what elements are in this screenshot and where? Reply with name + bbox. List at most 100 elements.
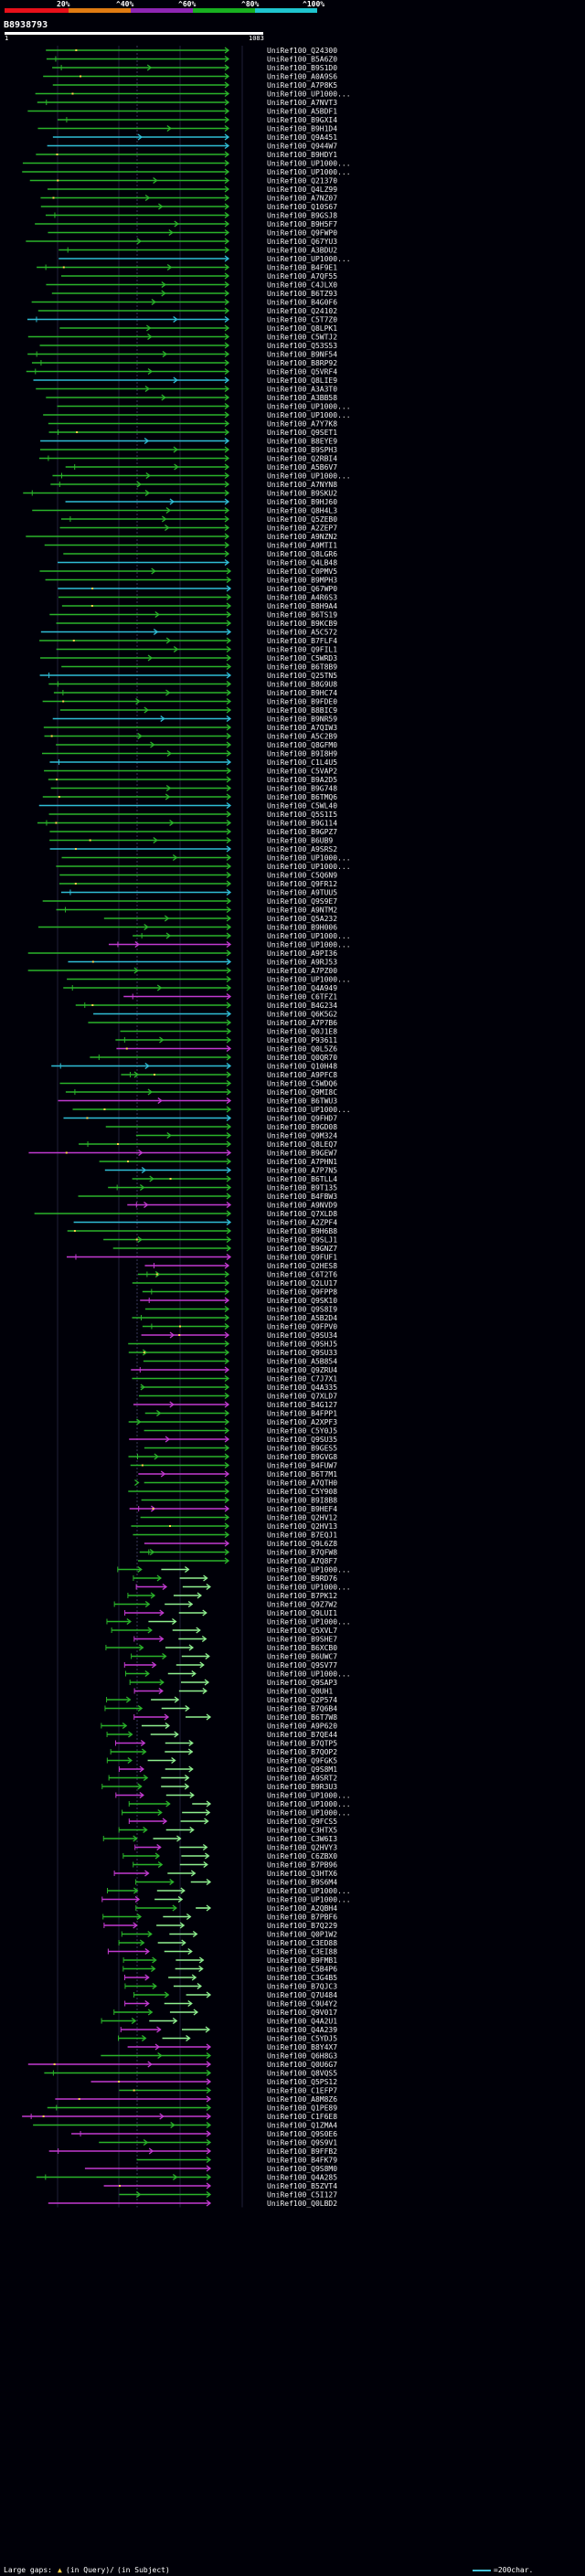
hit-name[interactable]: UniRef100_UP1000... xyxy=(267,1106,351,1114)
hit-name[interactable]: UniRef100_B9H006 xyxy=(267,924,337,932)
hit-name[interactable]: UniRef100_B4FUW7 xyxy=(267,1462,337,1470)
hit-name[interactable]: UniRef100_B7PB96 xyxy=(267,1861,337,1870)
hit-name[interactable]: UniRef100_A5C2B9 xyxy=(267,733,337,741)
hit-name[interactable]: UniRef100_B6TS19 xyxy=(267,611,337,620)
hit-name[interactable]: UniRef100_Q7XLD8 xyxy=(267,1210,337,1218)
hit-name[interactable]: UniRef100_C3ED88 xyxy=(267,1939,337,1947)
hit-name[interactable]: UniRef100_UP1000... xyxy=(267,90,351,99)
hit-name[interactable]: UniRef100_A2ZPF4 xyxy=(267,1219,337,1227)
hit-name[interactable]: UniRef100_Q9FWP0 xyxy=(267,229,337,238)
hit-name[interactable]: UniRef100_Q4A949 xyxy=(267,984,337,992)
hit-name[interactable]: UniRef100_B4G234 xyxy=(267,1002,337,1010)
hit-name[interactable]: UniRef100_C6TFZ1 xyxy=(267,993,337,1002)
hit-name[interactable]: UniRef100_Q9FGK5 xyxy=(267,1757,337,1765)
hit-name[interactable]: UniRef100_B4G0F6 xyxy=(267,299,337,307)
hit-name[interactable]: UniRef100_B4G127 xyxy=(267,1401,337,1409)
hit-name[interactable]: UniRef100_Q9FUF1 xyxy=(267,1254,337,1262)
hit-name[interactable]: UniRef100_Q0L5Z6 xyxy=(267,1045,337,1054)
hit-name[interactable]: UniRef100_A9P620 xyxy=(267,1723,337,1731)
hit-name[interactable]: UniRef100_Q6H8G3 xyxy=(267,2052,337,2061)
hit-name[interactable]: UniRef100_Q9MI8C xyxy=(267,1088,337,1097)
hit-name[interactable]: UniRef100_A2ZEP7 xyxy=(267,525,337,533)
hit-name[interactable]: UniRef100_Q9SU34 xyxy=(267,1331,337,1340)
hit-name[interactable]: UniRef100_Q5S1I5 xyxy=(267,811,337,819)
hit-name[interactable]: UniRef100_Q2HES8 xyxy=(267,1262,337,1270)
hit-name[interactable]: UniRef100_B9S1D0 xyxy=(267,64,337,72)
hit-name[interactable]: UniRef100_B9NR59 xyxy=(267,716,337,724)
hit-name[interactable]: UniRef100_Q9S8I9 xyxy=(267,1306,337,1314)
hit-name[interactable]: UniRef100_UP1000... xyxy=(267,1566,351,1574)
hit-name[interactable]: UniRef100_C6ZBX0 xyxy=(267,1852,337,1860)
hit-name[interactable]: UniRef100_Q9S8M0 xyxy=(267,2165,337,2173)
hit-name[interactable]: UniRef100_A5B2D4 xyxy=(267,1314,337,1322)
hit-name[interactable]: UniRef100_A7P8K5 xyxy=(267,81,337,90)
hit-name[interactable]: UniRef100_B7Q229 xyxy=(267,1922,337,1930)
hit-name[interactable]: UniRef100_A7QTH0 xyxy=(267,1479,337,1488)
hit-name[interactable]: UniRef100_B9GEW7 xyxy=(267,1150,337,1158)
hit-name[interactable]: UniRef100_C1L4U5 xyxy=(267,758,337,767)
hit-name[interactable]: UniRef100_UP1000... xyxy=(267,941,351,949)
hit-name[interactable]: UniRef100_B6TLL4 xyxy=(267,1175,337,1183)
hit-name[interactable]: UniRef100_B9NF54 xyxy=(267,351,337,359)
hit-name[interactable]: UniRef100_B9HDY1 xyxy=(267,151,337,159)
hit-name[interactable]: UniRef100_B6T7W8 xyxy=(267,1713,337,1722)
hit-name[interactable]: UniRef100_Q4LB48 xyxy=(267,559,337,567)
hit-name[interactable]: UniRef100_B9HJ60 xyxy=(267,498,337,506)
hit-name[interactable]: UniRef100_B6T8B9 xyxy=(267,663,337,672)
hit-name[interactable]: UniRef100_Q9S9E7 xyxy=(267,897,337,906)
hit-name[interactable]: UniRef100_Q67YU3 xyxy=(267,238,337,246)
hit-name[interactable]: UniRef100_B7QJC3 xyxy=(267,1983,337,1991)
hit-name[interactable]: UniRef100_B6TZ93 xyxy=(267,290,337,298)
hit-name[interactable]: UniRef100_Q4A239 xyxy=(267,2026,337,2034)
hit-name[interactable]: UniRef100_Q8LGR6 xyxy=(267,550,337,558)
hit-name[interactable]: UniRef100_C5T7Z0 xyxy=(267,316,337,324)
hit-name[interactable]: UniRef100_Q9SU33 xyxy=(267,1349,337,1357)
hit-name[interactable]: UniRef100_B8G9U8 xyxy=(267,681,337,689)
hit-name[interactable]: UniRef100_B7Q6B4 xyxy=(267,1705,337,1713)
hit-name[interactable]: UniRef100_C5WDQ6 xyxy=(267,1080,337,1088)
hit-name[interactable]: UniRef100_UP1000... xyxy=(267,932,351,940)
hit-name[interactable]: UniRef100_B9I8B8 xyxy=(267,1497,337,1505)
hit-name[interactable]: UniRef100_Q21370 xyxy=(267,177,337,186)
hit-name[interactable]: UniRef100_B9KCB9 xyxy=(267,620,337,628)
hit-name[interactable]: UniRef100_B9SPH3 xyxy=(267,446,337,454)
hit-name[interactable]: UniRef100_B9RD76 xyxy=(267,1574,337,1583)
hit-name[interactable]: UniRef100_Q9SK10 xyxy=(267,1297,337,1305)
hit-name[interactable]: UniRef100_B9T135 xyxy=(267,1184,337,1193)
hit-name[interactable]: UniRef100_Q9SV77 xyxy=(267,1661,337,1670)
hit-name[interactable]: UniRef100_Q2HVY3 xyxy=(267,1844,337,1852)
hit-name[interactable]: UniRef100_Q2HV13 xyxy=(267,1522,337,1531)
hit-name[interactable]: UniRef100_Q9ZRU4 xyxy=(267,1366,337,1374)
hit-name[interactable]: UniRef100_UP1000... xyxy=(267,1584,351,1592)
hit-name[interactable]: UniRef100_Q8H4L3 xyxy=(267,507,337,515)
hit-name[interactable]: UniRef100_C5B4P6 xyxy=(267,1966,337,1974)
hit-name[interactable]: UniRef100_Q9S8M1 xyxy=(267,1765,337,1774)
hit-name[interactable]: UniRef100_Q9SHJ5 xyxy=(267,1341,337,1349)
hit-name[interactable]: UniRef100_A5BDF1 xyxy=(267,108,337,116)
hit-name[interactable]: UniRef100_UP1000... xyxy=(267,472,351,481)
hit-name[interactable]: UniRef100_Q3HTX6 xyxy=(267,1870,337,1878)
hit-name[interactable]: UniRef100_Q0U6G7 xyxy=(267,2061,337,2069)
hit-name[interactable]: UniRef100_B9SKU2 xyxy=(267,490,337,498)
hit-name[interactable]: UniRef100_Q9S0E6 xyxy=(267,2130,337,2138)
hit-name[interactable]: UniRef100_B7PK12 xyxy=(267,1592,337,1600)
hit-name[interactable]: UniRef100_Q0QR70 xyxy=(267,1054,337,1062)
hit-name[interactable]: UniRef100_Q67WP0 xyxy=(267,585,337,593)
hit-name[interactable]: UniRef100_C3W6I3 xyxy=(267,1835,337,1843)
hit-name[interactable]: UniRef100_Q24300 xyxy=(267,47,337,55)
hit-name[interactable]: UniRef100_B9MPH3 xyxy=(267,577,337,585)
hit-name[interactable]: UniRef100_A7NZ07 xyxy=(267,195,337,203)
hit-name[interactable]: UniRef100_Q25TN5 xyxy=(267,672,337,680)
hit-name[interactable]: UniRef100_Q9FPV0 xyxy=(267,1323,337,1331)
hit-name[interactable]: UniRef100_A7P7B6 xyxy=(267,1019,337,1027)
hit-name[interactable]: UniRef100_B9GSJ8 xyxy=(267,212,337,220)
hit-name[interactable]: UniRef100_Q10H48 xyxy=(267,1063,337,1071)
hit-name[interactable]: UniRef100_A8M8Z6 xyxy=(267,2095,337,2104)
hit-name[interactable]: UniRef100_B5ZVT4 xyxy=(267,2182,337,2190)
hit-name[interactable]: UniRef100_B6UWC7 xyxy=(267,1653,337,1661)
hit-name[interactable]: UniRef100_UP1000... xyxy=(267,1670,351,1679)
hit-name[interactable]: UniRef100_Q24102 xyxy=(267,307,337,315)
hit-name[interactable]: UniRef100_Q0J1E8 xyxy=(267,1028,337,1036)
hit-name[interactable]: UniRef100_A9SRT2 xyxy=(267,1775,337,1783)
hit-name[interactable]: UniRef100_B4FK79 xyxy=(267,2157,337,2165)
